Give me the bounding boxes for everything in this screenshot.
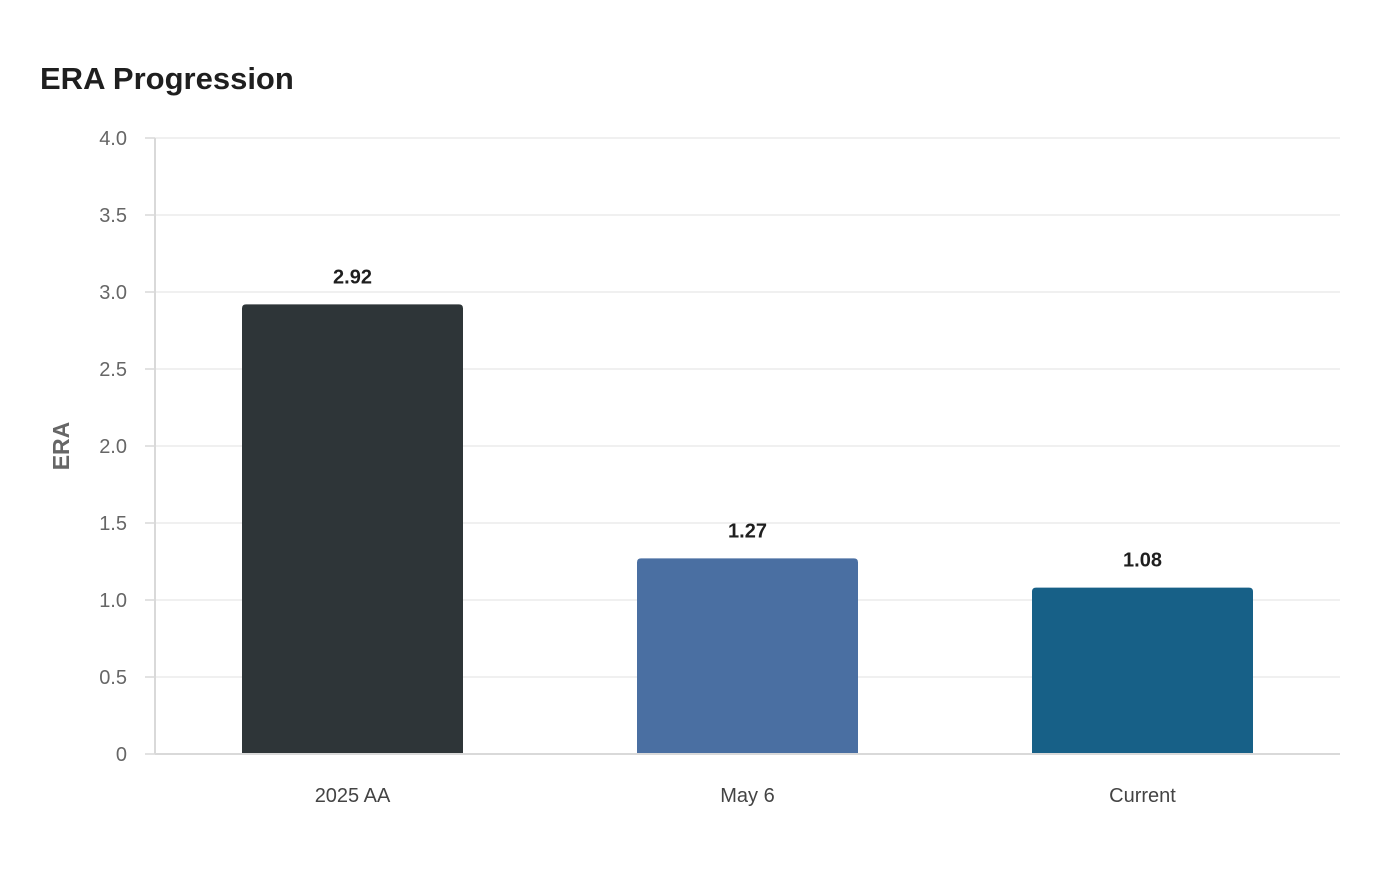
y-tick-label: 1.0 xyxy=(99,590,127,612)
y-tick-label: 1.5 xyxy=(99,513,127,535)
bars xyxy=(242,304,1253,753)
y-tick-label: 4.0 xyxy=(99,128,127,150)
y-tick-label: 3.5 xyxy=(99,205,127,227)
data-labels: 2.92 1.27 1.08 xyxy=(333,266,1162,571)
y-tick-label: 0.5 xyxy=(99,667,127,689)
y-tick-label: 2.5 xyxy=(99,359,127,381)
bar-may-6[interactable] xyxy=(637,558,858,753)
x-category-label: May 6 xyxy=(720,785,774,807)
y-axis-title: ERA xyxy=(48,422,74,471)
data-label: 2.92 xyxy=(333,266,372,288)
x-category-label: Current xyxy=(1109,785,1176,807)
bar-current[interactable] xyxy=(1032,587,1253,753)
y-tick-label: 0 xyxy=(116,744,127,766)
y-tick-labels: 0 0.5 1.0 1.5 2.0 2.5 3.0 3.5 4.0 xyxy=(99,128,127,766)
chart-title: ERA Progression xyxy=(40,61,294,96)
category-labels: 2025 AA May 6 Current xyxy=(315,785,1177,807)
axes xyxy=(154,138,1340,755)
x-category-label: 2025 AA xyxy=(315,785,391,807)
data-label: 1.08 xyxy=(1123,550,1162,572)
data-label: 1.27 xyxy=(728,520,767,542)
y-tick-label: 3.0 xyxy=(99,282,127,304)
y-tick-label: 2.0 xyxy=(99,436,127,458)
bar-2025-aa[interactable] xyxy=(242,304,463,753)
